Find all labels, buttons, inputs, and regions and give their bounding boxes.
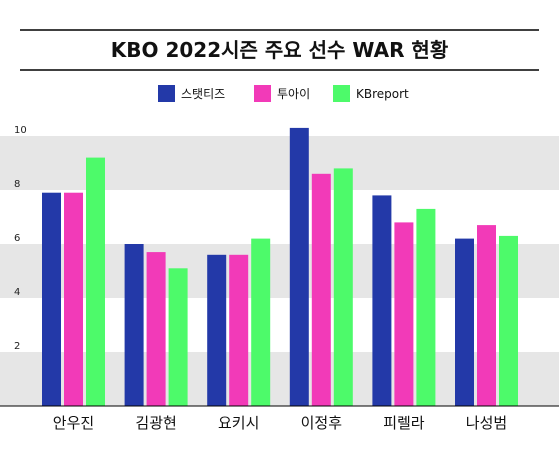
grid-band-2 [0,136,559,190]
y-axis-ticks: 2 4 6 8 10 [14,125,27,352]
x-category-label-1: 김광현 [135,414,176,432]
bar-0-1 [64,192,83,406]
bar-5-2 [499,235,518,406]
bar-4-2 [416,208,436,406]
bar-0-2 [86,157,105,406]
x-category-label-3: 이정후 [301,414,343,432]
bar-4-1 [394,222,414,406]
x-axis-categories: 안우진 김광현 요키시 이정후 피렐라 나성범 [53,414,507,432]
bar-3-2 [333,168,353,406]
chart-title: KBO 2022시즌 주요 선수 WAR 현황 [111,38,449,62]
bar-2-2 [251,238,271,406]
y-tick-label-4: 4 [14,287,20,298]
grid-band-0 [0,352,559,406]
y-tick-label-6: 6 [14,233,20,244]
bar-2-0 [207,254,227,406]
legend-swatch-2 [333,85,350,102]
legend-label-1: 투아이 [277,87,310,101]
y-tick-label-2: 2 [14,341,20,352]
bar-1-2 [168,268,188,406]
legend-label-0: 스탯티즈 [181,87,225,101]
bar-3-0 [289,127,309,407]
bar-5-0 [455,238,474,406]
x-category-label-2: 요키시 [218,414,259,432]
bars [42,127,518,407]
x-category-label-5: 나성범 [466,414,507,432]
legend-swatch-0 [158,85,175,102]
bar-3-1 [311,173,331,406]
legend-label-2: KBreport [356,87,409,101]
bar-1-0 [124,244,144,406]
bar-1-1 [146,252,166,406]
x-category-label-4: 피렐라 [383,414,425,432]
bar-0-0 [42,192,61,406]
legend: 스탯티즈 투아이 KBreport [158,85,409,102]
y-tick-label-8: 8 [14,179,20,190]
bar-4-0 [372,195,392,406]
grid-bands [0,136,559,406]
bar-5-1 [477,225,496,406]
y-tick-label-10: 10 [14,125,27,136]
grid-band-1 [0,244,559,298]
x-category-label-0: 안우진 [53,414,94,432]
bar-2-1 [229,254,249,406]
legend-swatch-1 [254,85,271,102]
